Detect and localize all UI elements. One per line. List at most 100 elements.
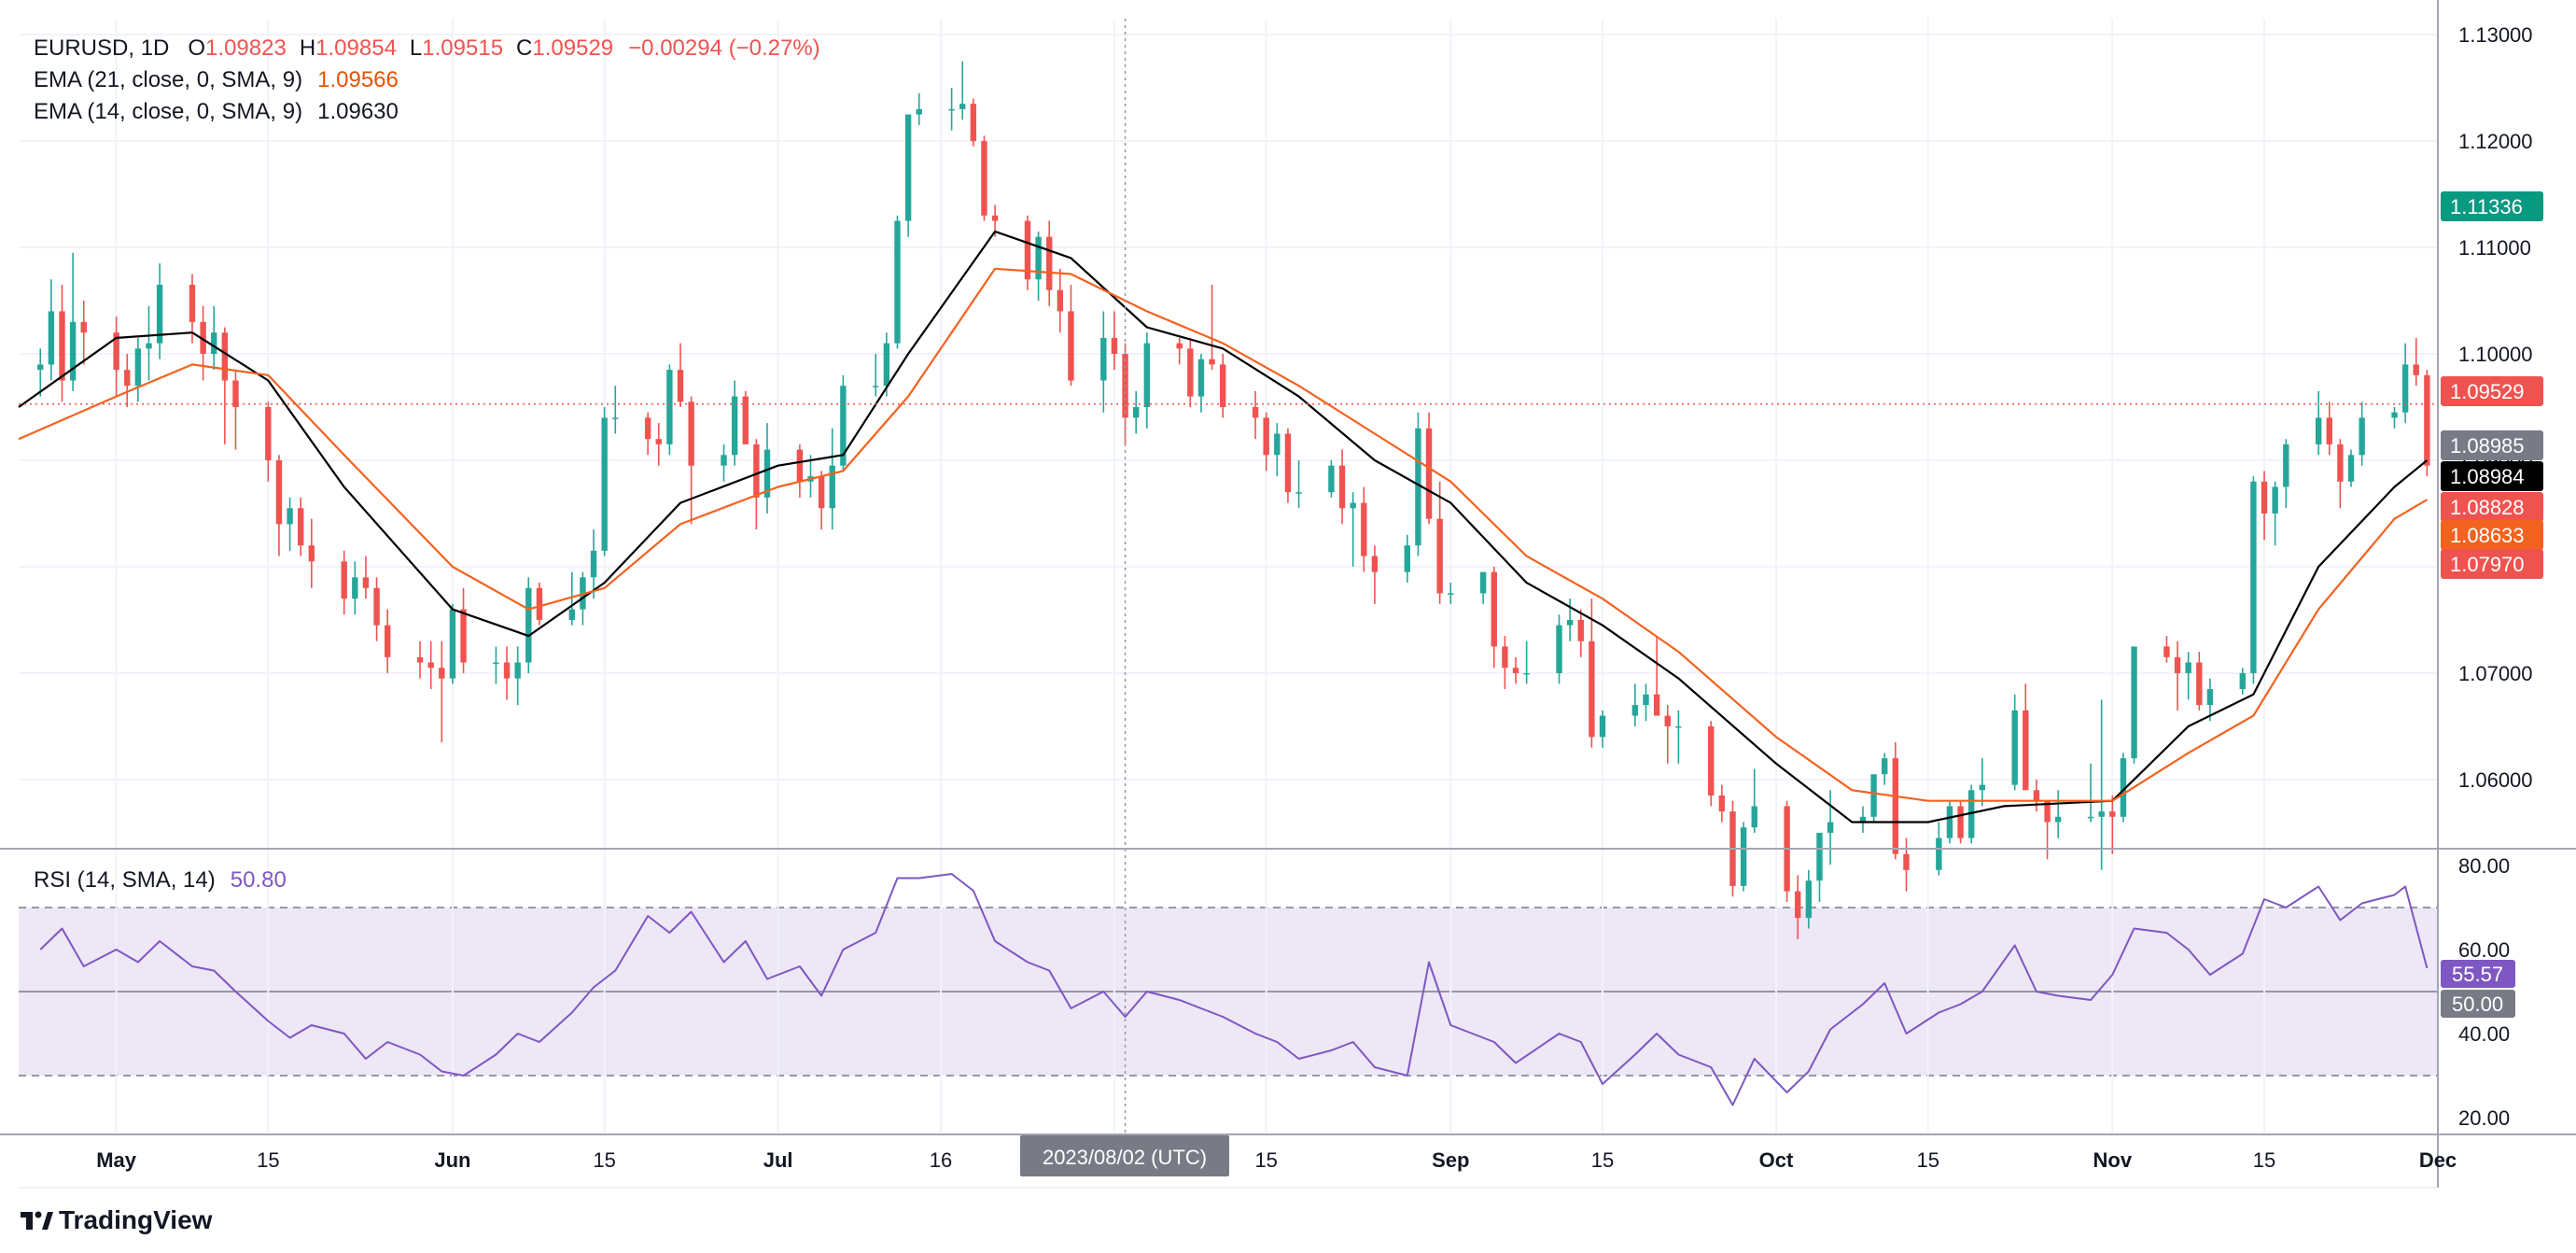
candle-body [1643, 694, 1649, 706]
candle-body [1512, 668, 1519, 673]
price-tick-label: 1.13000 [2458, 23, 2533, 47]
rsi-axis[interactable]: 20.00 40.00 60.00 80.00 55.57 50.00 [2441, 854, 2515, 1130]
price-tag-label: 1.11336 [2450, 195, 2523, 218]
symbol-name: EURUSD [34, 35, 128, 61]
candle-body [275, 459, 283, 525]
candle-body [1968, 790, 1975, 838]
price-grid [19, 34, 2438, 781]
price-tick-label: 1.12000 [2458, 130, 2533, 153]
legend-ema14: EMA (14, close, 0, SMA, 9) 1.09630 [34, 99, 399, 124]
change-value: −0.00294 (−0.27%) [628, 35, 820, 61]
candle-body [2098, 811, 2105, 817]
candle-body [1404, 545, 1410, 572]
candle-body [384, 625, 391, 657]
candle-body [644, 417, 651, 440]
price-tick-label: 1.06000 [2458, 768, 2533, 792]
candle-body [1957, 806, 1964, 838]
candle-body [48, 311, 55, 365]
candle-body [439, 668, 445, 679]
price-tick-label: 1.07000 [2458, 662, 2533, 685]
candle-body [1436, 518, 1443, 594]
time-tick-label: 15 [2253, 1148, 2275, 1172]
candle-body [1209, 359, 1215, 365]
candle-body [873, 386, 879, 387]
candle-body [1827, 822, 1834, 833]
candle-body [416, 656, 424, 663]
candle-body [2315, 417, 2322, 444]
candle-body [2261, 481, 2268, 514]
ema21-label: EMA (21, close, 0, SMA, 9) [34, 67, 302, 92]
candles[interactable] [37, 61, 2430, 939]
rsi-tick-label: 20.00 [2458, 1106, 2510, 1130]
time-tick-label: Jul [763, 1148, 793, 1172]
candle-body [341, 561, 347, 599]
candle-body [1566, 619, 1574, 626]
candle-body [894, 220, 901, 344]
candle-body [568, 609, 575, 620]
candle-body [124, 370, 131, 387]
candle-body [2174, 656, 2181, 673]
price-tag-3 [2441, 461, 2543, 491]
legend[interactable]: EURUSD, 1D O1.09823 H1.09854 L1.09515 C1.095… [34, 35, 820, 893]
candle-body [1057, 289, 1064, 312]
time-tick-label: 15 [1254, 1148, 1277, 1172]
ema14-label: EMA (14, close, 0, SMA, 9) [34, 99, 302, 124]
candle-body [1870, 774, 1877, 817]
price-tag-label: 1.09529 [2450, 380, 2525, 403]
rsi-line [39, 873, 2429, 1106]
candle-body [1252, 407, 1259, 418]
candle-body [1805, 880, 1813, 919]
ema-line [18, 267, 2428, 802]
candle-body [2206, 689, 2214, 706]
time-tick-label: Dec [2419, 1148, 2457, 1172]
high-value: 1.09854 [315, 35, 397, 61]
candle-body [2391, 412, 2398, 418]
legend-ema21: EMA (21, close, 0, SMA, 9) 1.09566 [34, 67, 399, 92]
price-tag-5 [2441, 520, 2543, 550]
candle-body [1556, 625, 1562, 673]
candle-body [2054, 816, 2062, 823]
price-axis[interactable]: 1.060001.070001.080001.090001.100001.110… [2441, 23, 2543, 792]
candle-body [113, 332, 119, 371]
candle-body [1263, 417, 1269, 456]
time-tick-label: Jun [434, 1148, 470, 1172]
candle-body [959, 104, 966, 109]
crosshair-date-label: 2023/08/02 (UTC) [1043, 1146, 1207, 1169]
candle-body [308, 545, 315, 562]
candle-body [2109, 811, 2116, 817]
candle-body [2250, 481, 2257, 673]
candle-body [753, 443, 760, 498]
candle-body [298, 508, 304, 546]
candle-body [2011, 710, 2018, 785]
tradingview-logo-text: TradingView [59, 1205, 213, 1234]
candle-body [449, 609, 456, 679]
price-tag-label: 1.08633 [2450, 524, 2525, 547]
candle-body [1892, 758, 1899, 854]
candle-body [1035, 236, 1042, 280]
time-axis[interactable]: May15Jun15Jul16Aug15Sep15Oct15Nov15Dec [96, 1148, 2457, 1172]
candle-body [829, 465, 835, 509]
high-label: H [300, 35, 315, 61]
close-value: 1.09529 [532, 35, 613, 61]
candle-body [2163, 646, 2170, 657]
candle-body [655, 439, 662, 444]
tradingview-logo[interactable]: TradingView [21, 1205, 213, 1234]
candle-body [1133, 407, 1140, 418]
candle-body [514, 662, 521, 679]
price-tag-label: 1.08985 [2450, 434, 2525, 458]
rsi-tick-label: 40.00 [2458, 1022, 2510, 1046]
rsi-series-line [39, 873, 2429, 1106]
candle-body [1111, 337, 1118, 355]
ema-line [18, 230, 2429, 824]
candle-body [2023, 710, 2029, 791]
candle-body [287, 508, 293, 525]
candle-body [2196, 662, 2203, 706]
price-tag-1 [2441, 376, 2543, 406]
time-tick-label: May [96, 1148, 137, 1172]
candle-body [2401, 364, 2409, 413]
candle-body [742, 396, 749, 444]
candle-body [1328, 465, 1335, 493]
candle-body [189, 284, 196, 322]
candle-body [981, 141, 987, 216]
time-grid [115, 19, 2439, 1134]
